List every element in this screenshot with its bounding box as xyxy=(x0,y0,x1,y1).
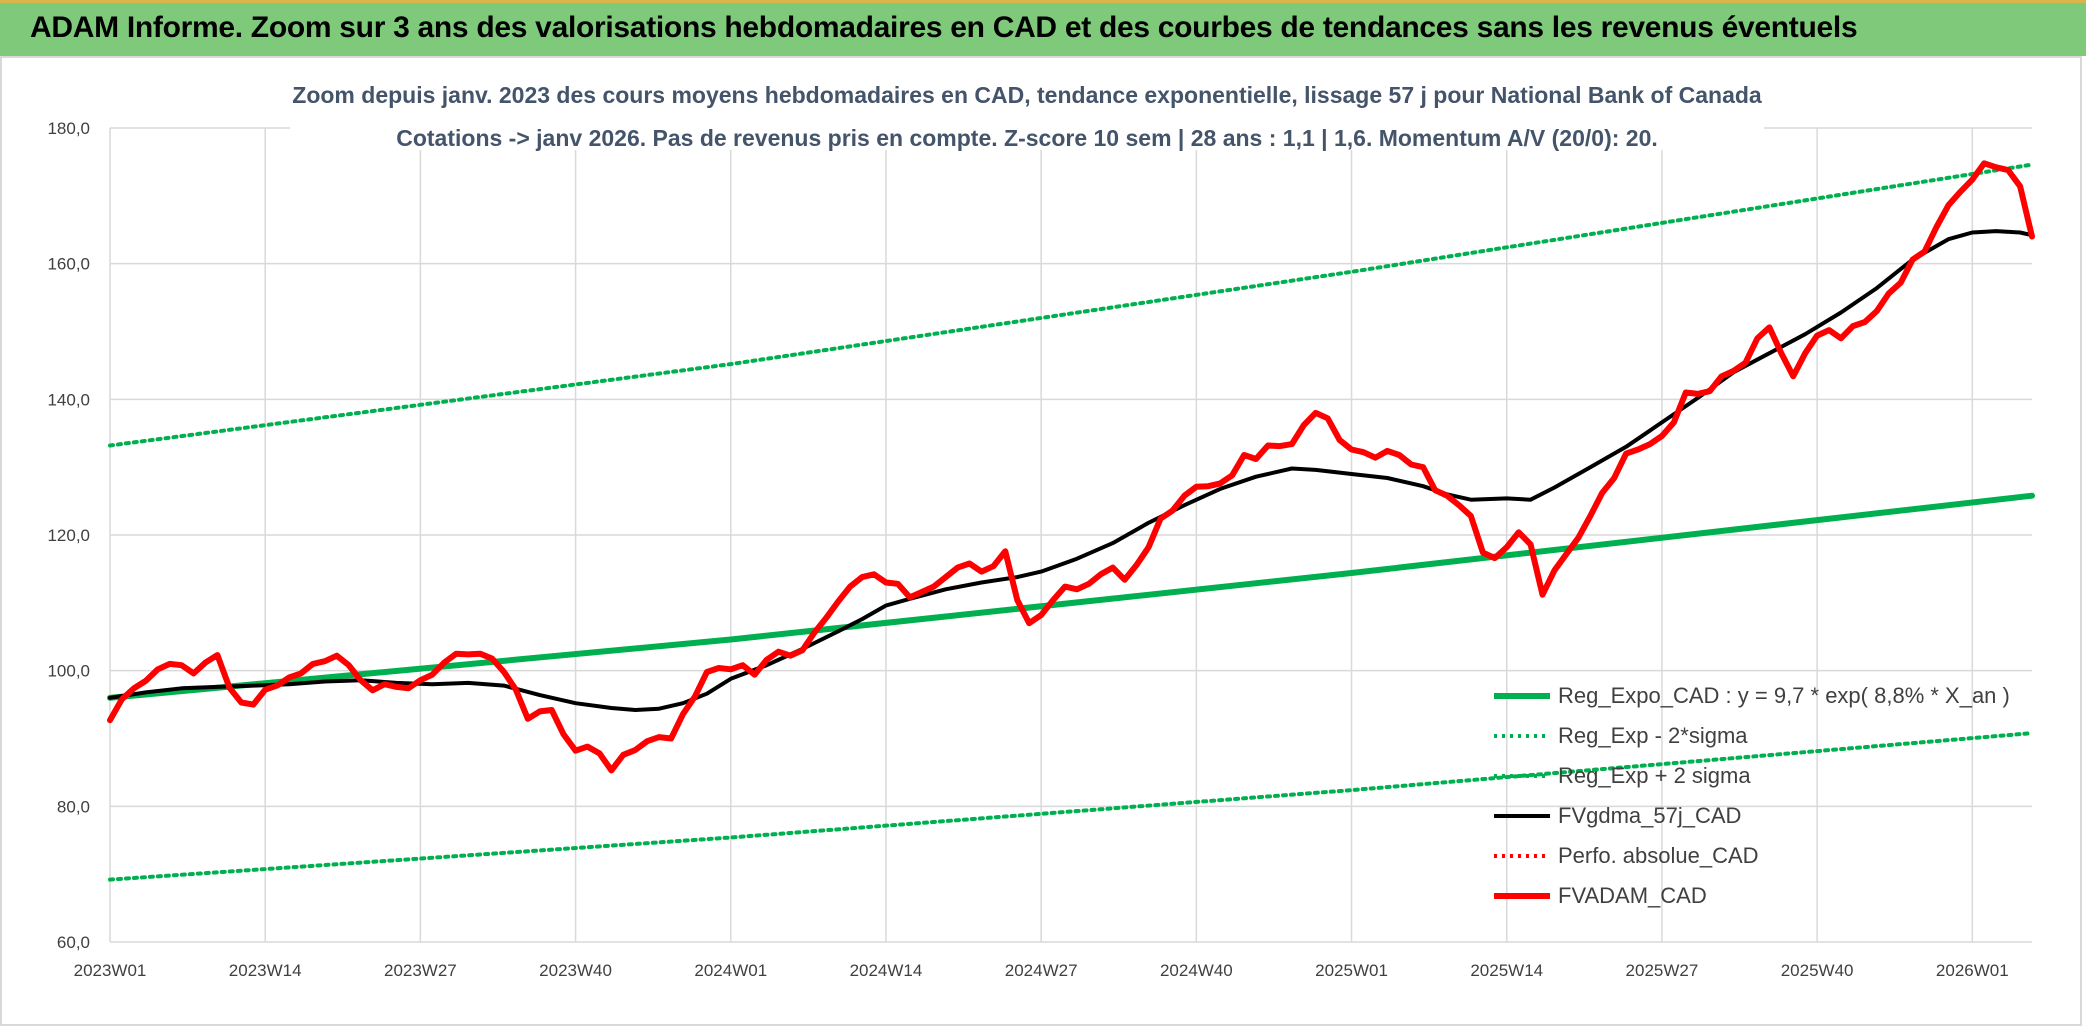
title-background xyxy=(290,58,1764,150)
series-fvadam-cad xyxy=(107,160,2035,774)
series-fvgdma-57j-cad xyxy=(108,229,2034,712)
series-layer xyxy=(107,160,2035,882)
x-tick-label: 2023W14 xyxy=(229,961,302,980)
chart-subtitle: Cotations -> janv 2026. Pas de revenus p… xyxy=(396,125,1658,151)
chart-frame: 60,0 80,0 100,0 120,0 140,0 160,0 180,0 2023W01… xyxy=(0,56,2082,1026)
legend-label: Perfo. absolue_CAD xyxy=(1558,843,1759,868)
series-reg-exp-2-sigma xyxy=(108,162,2034,448)
legend-label: Reg_Exp + 2 sigma xyxy=(1558,763,1751,788)
x-tick-label: 2025W40 xyxy=(1781,961,1854,980)
x-tick-label: 2024W27 xyxy=(1005,961,1078,980)
y-tick-label: 180,0 xyxy=(47,119,90,138)
x-tick-label: 2025W01 xyxy=(1315,961,1388,980)
y-tick-label: 60,0 xyxy=(57,933,90,952)
report-title: ADAM Informe. Zoom sur 3 ans des valoris… xyxy=(30,11,1858,44)
x-tick-label: 2025W27 xyxy=(1626,961,1699,980)
x-tick-label: 2023W40 xyxy=(539,961,612,980)
x-tick-label: 2026W01 xyxy=(1936,961,2009,980)
x-tick-label: 2024W14 xyxy=(850,961,923,980)
x-tick-label: 2023W01 xyxy=(74,961,147,980)
y-tick-label: 80,0 xyxy=(57,797,90,816)
legend-label: Reg_Expo_CAD : y = 9,7 * exp( 8,8% * X_a… xyxy=(1558,683,2010,708)
x-tick-label: 2025W14 xyxy=(1470,961,1543,980)
title-banner: ADAM Informe. Zoom sur 3 ans des valoris… xyxy=(0,0,2086,56)
tick-layer: 60,0 80,0 100,0 120,0 140,0 160,0 180,0 2023W01… xyxy=(47,119,2008,980)
grid-layer xyxy=(109,127,2032,943)
x-tick-label: 2023W27 xyxy=(384,961,457,980)
chart-svg: 60,0 80,0 100,0 120,0 140,0 160,0 180,0 2023W01… xyxy=(47,58,2035,980)
legend-label: FVADAM_CAD xyxy=(1558,883,1707,908)
x-tick-label: 2024W40 xyxy=(1160,961,1233,980)
series-reg-exp-2-sigma xyxy=(108,731,2034,882)
y-tick-label: 140,0 xyxy=(47,390,90,409)
legend: Reg_Expo_CAD : y = 9,7 * exp( 8,8% * X_a… xyxy=(1494,683,2010,908)
y-tick-label: 120,0 xyxy=(47,526,90,545)
legend-label: Reg_Exp - 2*sigma xyxy=(1558,723,1748,748)
y-tick-label: 160,0 xyxy=(47,255,90,274)
x-tick-label: 2024W01 xyxy=(694,961,767,980)
legend-label: FVgdma_57j_CAD xyxy=(1558,803,1741,828)
series-reg-expo-cad-y-9-7-exp-8-8-x-an xyxy=(107,492,2035,701)
chart-title: Zoom depuis janv. 2023 des cours moyens … xyxy=(292,82,1762,108)
y-tick-label: 100,0 xyxy=(47,662,90,681)
